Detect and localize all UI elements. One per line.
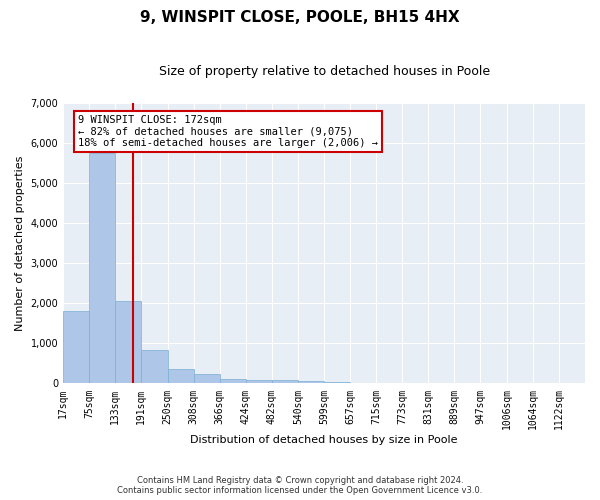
X-axis label: Distribution of detached houses by size in Poole: Distribution of detached houses by size … (190, 435, 458, 445)
Bar (272, 380, 298, 384)
Bar (63, 312, 89, 384)
Text: 9 WINSPIT CLOSE: 172sqm
← 82% of detached houses are smaller (9,075)
18% of semi: 9 WINSPIT CLOSE: 172sqm ← 82% of detache… (78, 115, 378, 148)
Y-axis label: Number of detached properties: Number of detached properties (15, 156, 25, 331)
Bar (141, 350, 168, 384)
Bar (194, 374, 220, 384)
Bar (350, 382, 376, 384)
Bar (168, 368, 194, 384)
Bar (246, 380, 272, 384)
Title: Size of property relative to detached houses in Poole: Size of property relative to detached ho… (158, 65, 490, 78)
Bar (220, 378, 246, 384)
Bar (89, 153, 115, 384)
Bar (325, 382, 350, 384)
Bar (298, 382, 325, 384)
Bar (115, 302, 141, 384)
Text: 9, WINSPIT CLOSE, POOLE, BH15 4HX: 9, WINSPIT CLOSE, POOLE, BH15 4HX (140, 10, 460, 25)
Text: Contains HM Land Registry data © Crown copyright and database right 2024.
Contai: Contains HM Land Registry data © Crown c… (118, 476, 482, 495)
